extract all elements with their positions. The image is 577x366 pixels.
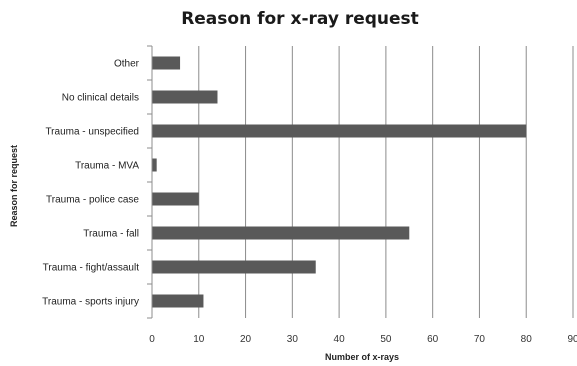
category-label: Trauma - unspecified <box>45 127 139 138</box>
x-tick-label: 50 <box>380 334 392 345</box>
bar <box>152 158 157 172</box>
x-tick-labels: 0 10 20 30 40 50 60 70 80 90 <box>149 334 577 345</box>
x-tick-label: 20 <box>240 334 252 345</box>
gridlines <box>147 45 574 319</box>
x-tick-label: 70 <box>474 334 486 345</box>
category-label: Trauma - fight/assault <box>43 263 140 274</box>
bar <box>152 226 410 240</box>
category-label: Trauma - police case <box>46 195 139 206</box>
chart-title: Reason for x-ray request <box>181 9 419 29</box>
category-label: Trauma - MVA <box>75 161 139 172</box>
bar <box>152 124 527 138</box>
x-tick-label: 80 <box>521 334 533 345</box>
bar <box>152 192 199 206</box>
x-tick-label: 10 <box>193 334 205 345</box>
x-tick-label: 0 <box>149 334 155 345</box>
x-tick-label: 30 <box>287 334 299 345</box>
x-tick-label: 40 <box>334 334 346 345</box>
category-label: Trauma - fall <box>83 229 139 240</box>
bar <box>152 90 218 104</box>
x-axis-label: Number of x-rays <box>325 352 399 362</box>
bar <box>152 294 204 308</box>
x-tick-label: 90 <box>567 334 577 345</box>
x-tick-label: 60 <box>427 334 439 345</box>
category-label: Other <box>114 59 140 70</box>
category-label: Trauma - sports injury <box>42 297 139 308</box>
bar <box>152 56 181 70</box>
bars <box>152 56 527 308</box>
category-label: No clinical details <box>62 93 139 104</box>
y-axis-label: Reason for request <box>9 145 19 227</box>
bar <box>152 260 316 274</box>
category-labels: Other No clinical details Trauma - unspeci… <box>42 59 140 308</box>
